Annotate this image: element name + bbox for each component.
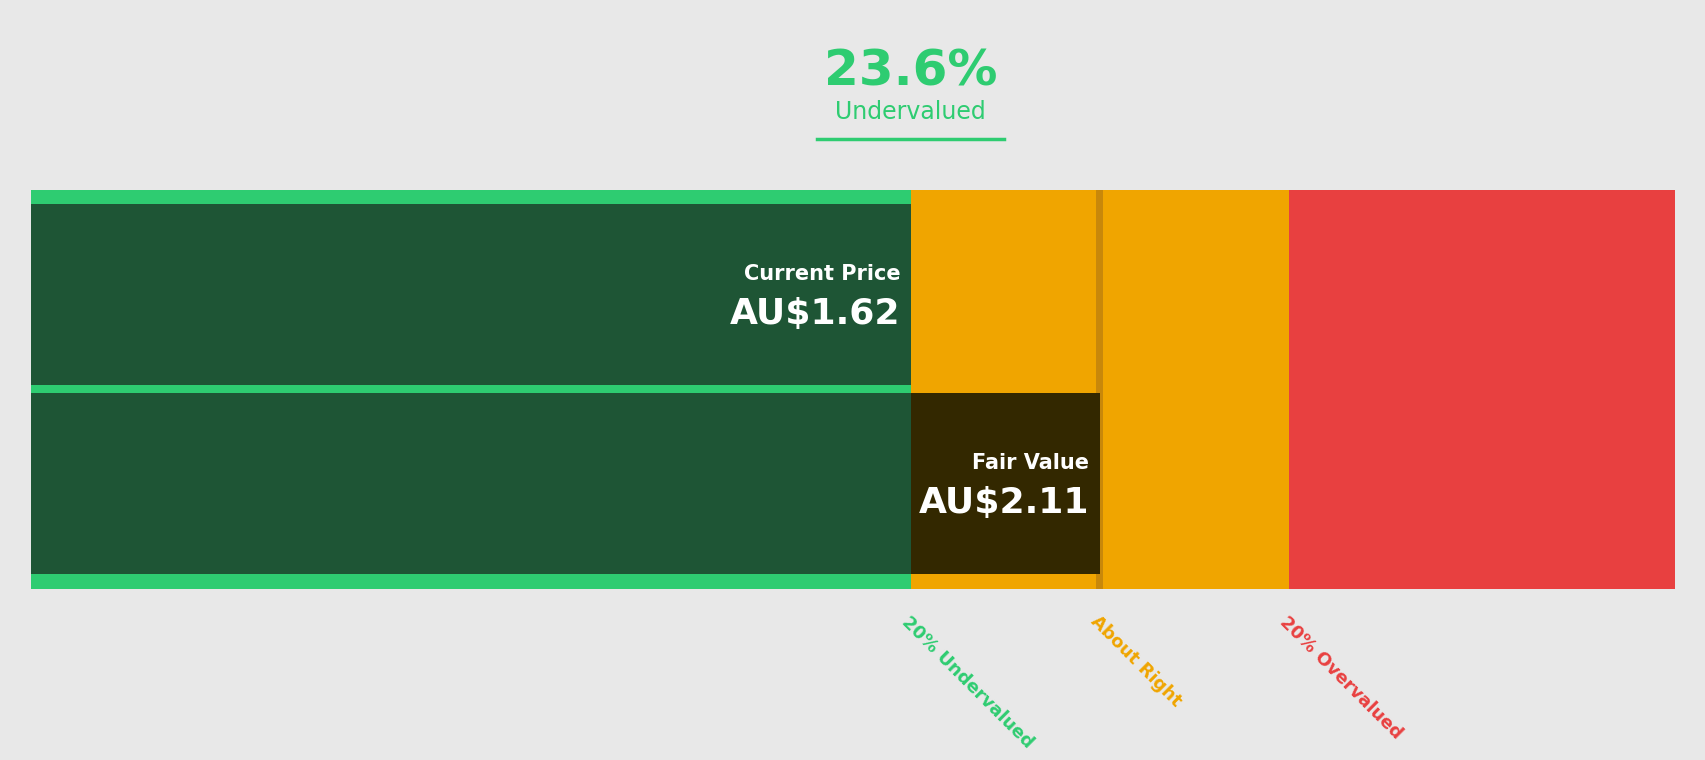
- Text: 23.6%: 23.6%: [824, 47, 997, 95]
- Bar: [910, 189, 1100, 589]
- Bar: [910, 393, 1100, 574]
- Text: Current Price: Current Price: [743, 264, 900, 284]
- Bar: [1287, 189, 1674, 589]
- Text: Fair Value: Fair Value: [972, 454, 1089, 473]
- Text: Undervalued: Undervalued: [835, 100, 985, 124]
- Bar: [1096, 189, 1103, 589]
- Text: AU$1.62: AU$1.62: [730, 296, 900, 331]
- Bar: [31, 189, 910, 589]
- Text: 20% Undervalued: 20% Undervalued: [897, 613, 1037, 752]
- Text: AU$2.11: AU$2.11: [919, 486, 1089, 520]
- Text: About Right: About Right: [1086, 613, 1185, 711]
- Bar: [31, 393, 1100, 574]
- Text: 20% Overvalued: 20% Overvalued: [1275, 613, 1405, 742]
- Bar: [31, 204, 910, 385]
- Bar: [1100, 189, 1287, 589]
